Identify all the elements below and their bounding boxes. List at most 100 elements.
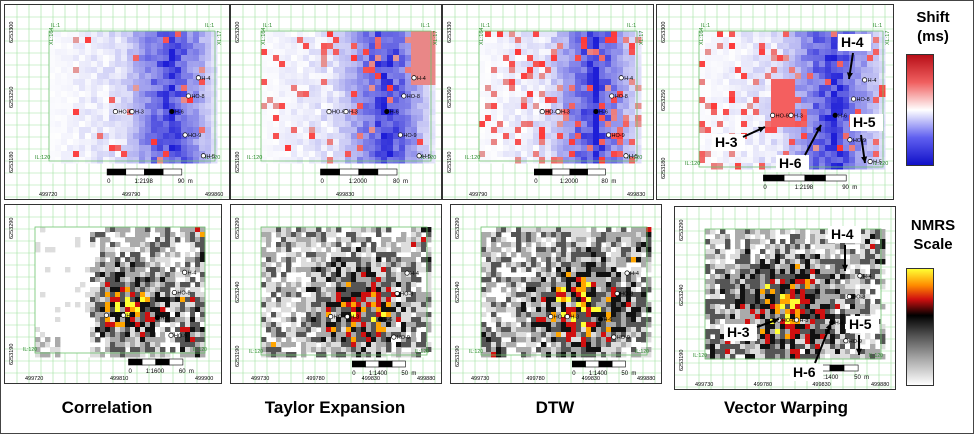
nmrs-cell xyxy=(376,247,382,253)
shift-cell xyxy=(557,49,564,56)
scale-unit: m xyxy=(852,185,857,191)
nmrs-cell xyxy=(130,262,136,268)
shift-cell xyxy=(327,145,334,152)
nmrs-cell xyxy=(391,257,397,263)
nmrs-cell xyxy=(586,322,592,328)
shift-cell xyxy=(97,67,104,74)
well-label: HO-9 xyxy=(397,335,410,341)
nmrs-cell xyxy=(301,257,307,263)
well-label: H-4 xyxy=(417,76,426,82)
nmrs-cell xyxy=(546,277,552,283)
nmrs-cell xyxy=(321,327,327,333)
shift-cell xyxy=(873,73,880,80)
nmrs-cell xyxy=(346,347,352,353)
shift-cell xyxy=(97,127,104,134)
shift-cell xyxy=(759,37,766,44)
shift-cell xyxy=(879,109,886,116)
shift-cell xyxy=(133,67,140,74)
nmrs-cell xyxy=(406,317,412,323)
shift-cell xyxy=(789,49,796,56)
nmrs-cell xyxy=(351,252,357,258)
shift-cell xyxy=(61,55,68,62)
nmrs-cell xyxy=(110,347,116,353)
shift-cell xyxy=(629,139,636,146)
shift-cell xyxy=(497,85,504,92)
nmrs-cell xyxy=(200,322,206,328)
nmrs-cell xyxy=(391,322,397,328)
shift-cell xyxy=(837,127,844,134)
shift-cell xyxy=(187,103,194,110)
shift-cell xyxy=(151,49,158,56)
shift-cell xyxy=(825,121,832,128)
shift-cell xyxy=(581,31,588,38)
shift-cell xyxy=(61,79,68,86)
shift-cell xyxy=(521,121,528,128)
nmrs-cell xyxy=(496,297,502,303)
nmrs-cell xyxy=(185,257,191,263)
shift-cell xyxy=(497,97,504,104)
nmrs-cell xyxy=(536,272,542,278)
nmrs-cell xyxy=(105,342,111,348)
shift-cell xyxy=(879,91,886,98)
nmrs-cell xyxy=(401,322,407,328)
nmrs-cell xyxy=(311,237,317,243)
nmrs-cell xyxy=(601,277,607,283)
well-label: H-3 xyxy=(126,313,135,319)
shift-cell xyxy=(139,133,146,140)
nmrs-cell xyxy=(100,237,106,243)
nmrs-cell xyxy=(416,257,422,263)
nmrs-cell xyxy=(496,317,502,323)
nmrs-cell xyxy=(145,227,151,233)
shift-cell xyxy=(127,49,134,56)
shift-cell xyxy=(351,127,358,134)
shift-cell xyxy=(699,103,706,110)
shift-cell xyxy=(819,103,826,110)
shift-cell xyxy=(807,73,814,80)
shift-cell xyxy=(273,145,280,152)
nmrs-cell xyxy=(321,272,327,278)
shift-cell xyxy=(109,121,116,128)
nmrs-cell xyxy=(341,307,347,313)
shift-cell xyxy=(521,97,528,104)
shift-cell xyxy=(157,61,164,68)
nmrs-cell xyxy=(175,317,181,323)
shift-cell xyxy=(273,91,280,98)
shift-cell xyxy=(133,49,140,56)
shift-cell xyxy=(345,103,352,110)
nmrs-cell xyxy=(95,317,101,323)
shift-cell xyxy=(267,31,274,38)
nmrs-cell xyxy=(591,317,597,323)
shift-cell xyxy=(717,67,724,74)
nmrs-cell xyxy=(506,242,512,248)
shift-cell xyxy=(393,49,400,56)
shift-cell xyxy=(527,49,534,56)
shift-cell xyxy=(411,79,418,86)
nmrs-cell xyxy=(40,352,46,358)
shift-cell xyxy=(73,31,80,38)
shift-cell xyxy=(783,151,790,158)
well-label: H-6 xyxy=(160,316,169,322)
shift-cell xyxy=(205,115,212,122)
shift-cell xyxy=(429,157,436,164)
shift-cell xyxy=(807,43,814,50)
y-tick-label: 6253200 xyxy=(235,22,241,43)
nmrs-cell xyxy=(361,242,367,248)
shift-cell xyxy=(91,49,98,56)
shift-cell xyxy=(539,103,546,110)
shift-cell xyxy=(783,139,790,146)
shift-cell xyxy=(581,37,588,44)
nmrs-cell xyxy=(511,232,517,238)
nmrs-cell xyxy=(125,262,131,268)
shift-cell xyxy=(629,85,636,92)
nmrs-cell xyxy=(40,227,46,233)
shift-cell xyxy=(783,115,790,122)
shift-cell xyxy=(843,139,850,146)
shift-cell xyxy=(187,109,194,116)
shift-cell xyxy=(777,133,784,140)
nmrs-cell xyxy=(596,237,602,243)
shift-cell xyxy=(327,151,334,158)
well-label: HO-6 xyxy=(109,313,122,319)
nmrs-cell xyxy=(90,267,96,273)
shift-cell xyxy=(333,79,340,86)
nmrs-cell xyxy=(576,277,582,283)
